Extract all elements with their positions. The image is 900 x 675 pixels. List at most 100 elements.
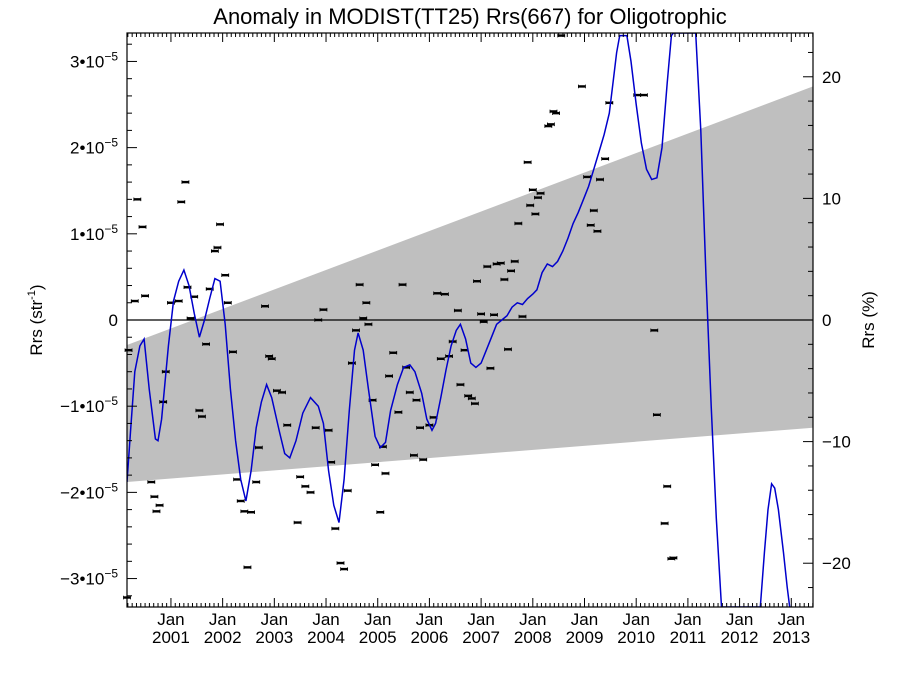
data-point (301, 484, 310, 489)
data-point (398, 282, 407, 287)
data-point (526, 203, 535, 208)
data-point (552, 111, 560, 115)
x-tick-label-month: Jan (778, 610, 805, 629)
data-point (456, 382, 465, 387)
x-tick-label-month: Jan (416, 610, 443, 629)
data-point (267, 356, 276, 361)
data-point (528, 188, 537, 192)
data-point (213, 245, 222, 250)
data-point (650, 328, 659, 333)
x-tick-label-month: Jan (571, 610, 598, 629)
data-point (405, 390, 414, 395)
data-point (518, 314, 527, 319)
data-point (441, 292, 449, 296)
data-point (589, 208, 598, 213)
x-tick-label-month: Jan (674, 610, 701, 629)
data-point (319, 307, 328, 312)
y-axis-label-left: Rrs (str-1) (26, 284, 46, 355)
data-point (252, 480, 261, 484)
data-point (283, 423, 292, 427)
data-point (221, 273, 230, 277)
y-left-tick-label: 1•10−5 (70, 222, 118, 244)
data-point (152, 509, 161, 514)
data-point (496, 261, 505, 265)
data-point (359, 316, 368, 321)
x-tick-label-year: 2012 (721, 628, 759, 647)
data-point (254, 445, 263, 450)
data-point (376, 510, 385, 514)
y-left-tick-label: −2•10−5 (60, 480, 118, 502)
data-point (177, 200, 186, 204)
data-point (464, 394, 473, 398)
data-point (500, 277, 509, 282)
data-point (547, 122, 555, 127)
data-point (261, 304, 269, 309)
x-tick-label-year: 2007 (462, 628, 500, 647)
data-point (147, 480, 156, 484)
chart-title: Anomaly in MODIST(TT25) Rrs(667) for Oli… (213, 4, 726, 29)
data-point (596, 177, 604, 182)
uncertainty-band (127, 86, 813, 483)
y-right-tick-label: 20 (822, 68, 841, 87)
data-point (410, 453, 418, 458)
data-point (504, 347, 512, 352)
x-tick-label-month: Jan (467, 610, 494, 629)
data-point (436, 356, 445, 361)
x-tick-label-year: 2013 (772, 628, 810, 647)
data-point (490, 313, 498, 317)
data-point (130, 299, 139, 303)
data-point (247, 510, 255, 514)
data-point (586, 223, 595, 227)
data-point (477, 312, 486, 316)
x-tick-label-month: Jan (364, 610, 391, 629)
x-tick-label-year: 2008 (514, 628, 552, 647)
data-point (531, 212, 540, 216)
data-point (453, 308, 462, 313)
data-point (233, 477, 242, 482)
data-point (174, 299, 183, 303)
y-left-tick-label: 2•10−5 (70, 136, 118, 158)
data-point (385, 374, 393, 378)
data-point (236, 499, 245, 503)
data-point (340, 567, 349, 571)
data-point (640, 93, 648, 97)
data-point (150, 494, 159, 499)
data-point (311, 425, 320, 430)
data-point (593, 229, 602, 234)
data-point (483, 264, 492, 269)
data-point (293, 520, 302, 525)
y-right-tick-label: −20 (822, 554, 851, 573)
data-point (394, 410, 403, 415)
x-tick-label-year: 2002 (204, 628, 242, 647)
data-point (186, 316, 195, 321)
data-point (433, 291, 442, 296)
data-point (181, 180, 190, 184)
x-tick-label-month: Jan (726, 610, 753, 629)
x-tick-label-month: Jan (519, 610, 546, 629)
data-point (652, 413, 661, 417)
data-point (198, 414, 206, 419)
data-point (479, 319, 488, 324)
data-point (536, 191, 545, 196)
data-point (306, 490, 315, 495)
x-tick-label-year: 2001 (152, 628, 190, 647)
data-point (210, 249, 219, 253)
x-tick-label-month: Jan (157, 610, 184, 629)
x-tick-label-year: 2006 (411, 628, 449, 647)
data-point (389, 350, 398, 355)
x-tick-label-year: 2011 (670, 628, 707, 647)
data-point (467, 396, 476, 401)
y-left-tick-label: 3•10−5 (70, 49, 118, 71)
data-point (419, 457, 428, 462)
x-tick-label-month: Jan (209, 610, 236, 629)
data-point (514, 221, 523, 226)
y-right-tick-label: −10 (822, 433, 851, 452)
data-point (314, 318, 323, 322)
data-point (416, 425, 425, 430)
data-point (507, 269, 515, 273)
x-tick-label-month: Jan (312, 610, 339, 629)
y-left-tick-label: −3•10−5 (60, 567, 118, 589)
data-point (364, 322, 373, 327)
data-point (195, 408, 204, 413)
data-point (486, 366, 495, 371)
